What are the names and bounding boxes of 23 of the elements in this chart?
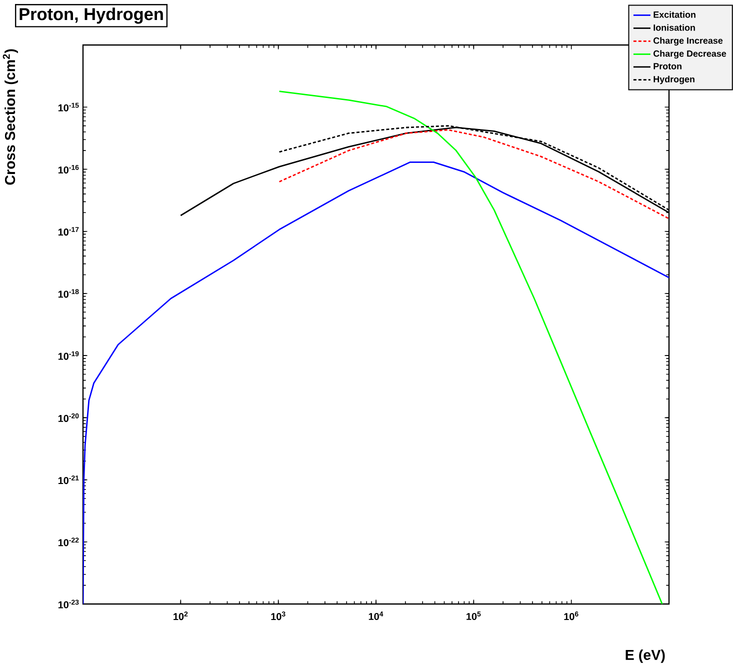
y-tick-label: 10$^{-22}$ — [58, 538, 79, 546]
legend-label: Ionisation — [654, 24, 695, 31]
y-tick-label: 10$^{-18}$ — [58, 289, 79, 298]
x-tick-label: 10$^{3}$ — [271, 612, 286, 620]
y-tick-label: 10$^{-16}$ — [58, 164, 79, 174]
legend-label: Charge Increase — [654, 37, 723, 46]
y-tick-label: 10$^{-20}$ — [58, 413, 79, 422]
y-tick-label: 10$^{-15}$ — [58, 102, 79, 112]
y-tick-label: 10$^{-17}$ — [58, 227, 79, 236]
y-tick-label: 10$^{-19}$ — [58, 351, 79, 360]
y-tick-label: 10$^{-21}$ — [58, 476, 79, 484]
x-tick-label: 10$^{2}$ — [174, 612, 188, 620]
x-axis-title: E (eV) — [626, 649, 665, 663]
y-tick-label: 10$^{-23}$ — [58, 600, 79, 608]
x-tick-label: 10$^{4}$ — [368, 612, 384, 620]
legend-label: Hydrogen — [654, 76, 694, 84]
x-tick-label: 10$^{6}$ — [564, 612, 578, 620]
y-axis-title: Cross Section (cm$^{2}$) — [2, 49, 18, 185]
legend-label: Charge Decrease — [654, 50, 726, 59]
legend-label: Excitation — [654, 11, 696, 18]
chart-title: Proton, Hydrogen — [20, 8, 163, 24]
legend-label: Proton — [654, 63, 682, 70]
x-tick-label: 10$^{5}$ — [466, 612, 481, 620]
